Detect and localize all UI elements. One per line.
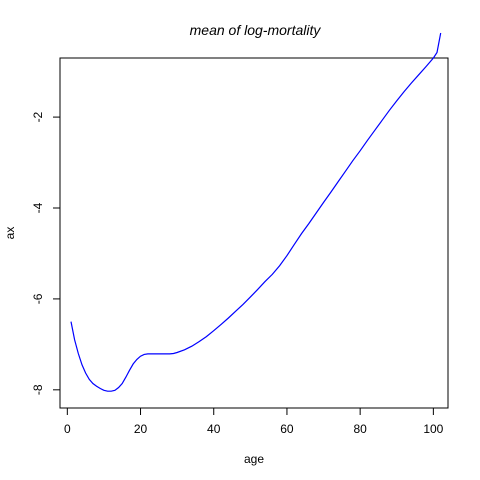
x-tick-label: 80	[353, 422, 367, 436]
y-tick-label: -4	[31, 202, 45, 213]
x-axis: 0 20 40 60 80 100	[64, 408, 444, 436]
x-tick-label: 20	[134, 422, 148, 436]
x-tick-label: 40	[207, 422, 221, 436]
x-tick-label: 0	[64, 422, 71, 436]
y-tick-label: -8	[31, 384, 45, 395]
series-line	[71, 33, 441, 391]
chart-title: mean of log-mortality	[190, 22, 322, 38]
y-tick-label: -2	[31, 111, 45, 122]
x-tick-label: 60	[280, 422, 294, 436]
y-axis: -8 -6 -4 -2	[31, 111, 60, 395]
y-axis-label: ax	[3, 227, 17, 240]
x-tick-label: 100	[423, 422, 443, 436]
x-axis-label: age	[244, 452, 264, 466]
y-tick-label: -6	[31, 293, 45, 304]
